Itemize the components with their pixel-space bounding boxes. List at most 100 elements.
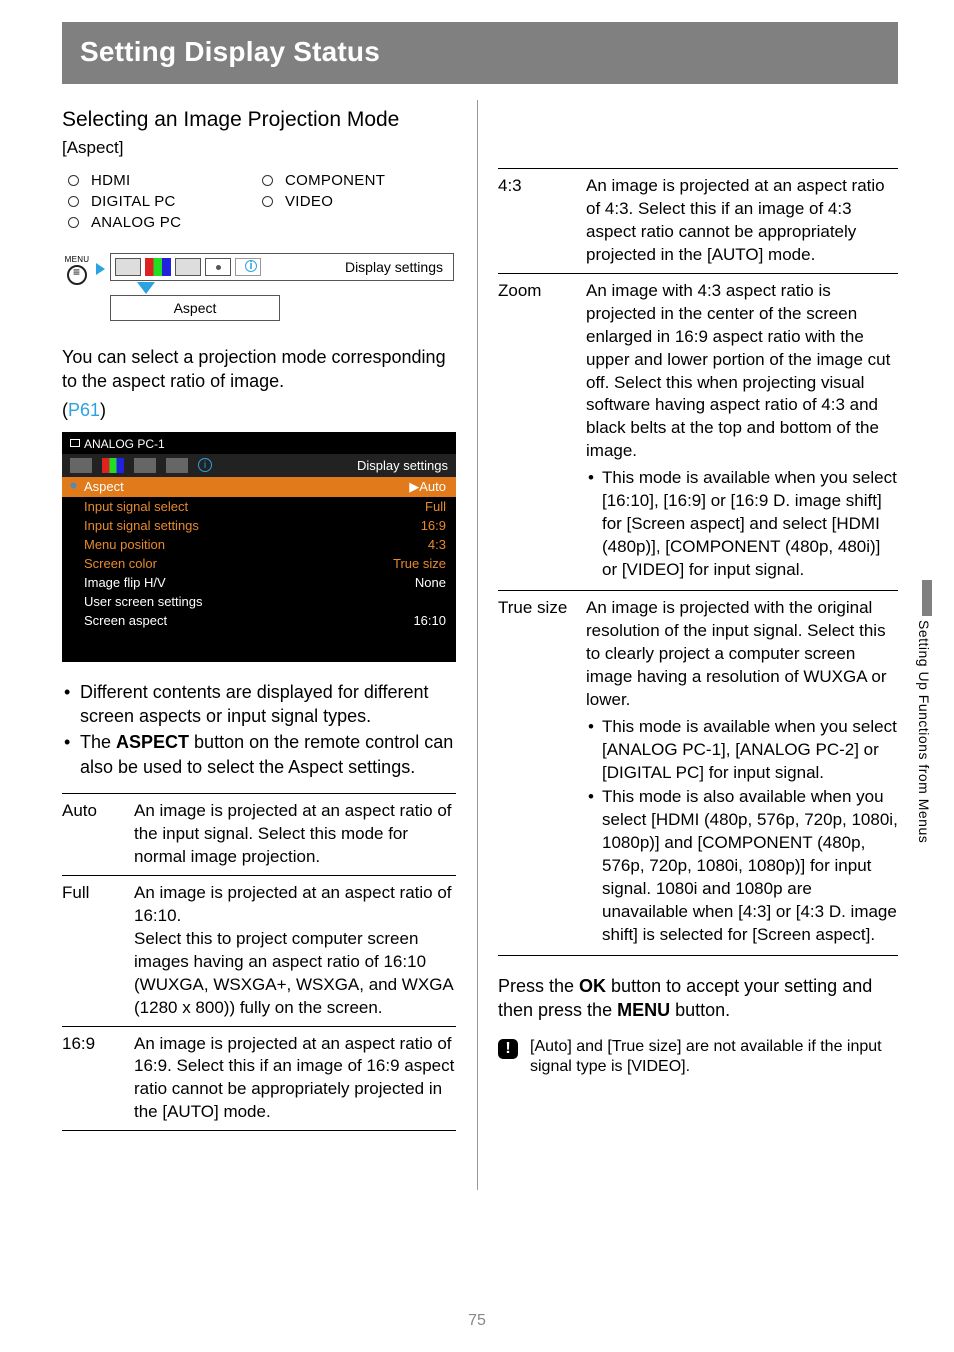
tab-icon bbox=[175, 258, 201, 276]
definition-text: An image is projected at an aspect ratio… bbox=[586, 175, 898, 267]
osd-row: Input signal select Full bbox=[62, 497, 456, 516]
radio-icon bbox=[68, 217, 79, 228]
osd-info-icon: i bbox=[198, 458, 212, 472]
osd-row-value: None bbox=[415, 575, 446, 590]
definition-row: 16:9An image is projected at an aspect r… bbox=[62, 1027, 456, 1132]
radio-label: VIDEO bbox=[285, 193, 333, 210]
definition-subitem: This mode is available when you select [… bbox=[586, 467, 898, 582]
radio-icon bbox=[262, 196, 273, 207]
definition-term: Full bbox=[62, 882, 134, 1020]
breadcrumb-bar: Display settings bbox=[110, 253, 454, 281]
radio-label: COMPONENT bbox=[285, 172, 385, 189]
page-header: Setting Display Status bbox=[62, 22, 898, 84]
note-item: The ASPECT button on the remote control … bbox=[62, 730, 456, 779]
definition-subitem: This mode is also available when you sel… bbox=[586, 786, 898, 947]
definition-text: An image with 4:3 aspect ratio is projec… bbox=[586, 280, 898, 584]
definition-row: 4:3An image is projected at an aspect ra… bbox=[498, 169, 898, 274]
osd-row: User screen settings bbox=[62, 592, 456, 611]
radio-icon bbox=[68, 196, 79, 207]
definition-subitem: This mode is available when you select [… bbox=[586, 716, 898, 785]
radio-video: VIDEO bbox=[262, 193, 452, 210]
paren-close: ) bbox=[100, 400, 106, 420]
note-item: Different contents are displayed for dif… bbox=[62, 680, 456, 729]
definition-term: Auto bbox=[62, 800, 134, 869]
definition-row: True sizeAn image is projected with the … bbox=[498, 591, 898, 956]
radio-hdmi: HDMI bbox=[68, 172, 258, 189]
intro-text: You can select a projection mode corresp… bbox=[62, 345, 456, 394]
menu-ring-icon bbox=[67, 265, 87, 285]
radio-component: COMPONENT bbox=[262, 172, 452, 189]
osd-screenshot: ANALOG PC-1 i Display settings Aspect ▶Au… bbox=[62, 432, 456, 662]
page-link[interactable]: P61 bbox=[68, 400, 100, 420]
press-ok-note: Press the OK button to accept your setti… bbox=[498, 974, 898, 1023]
intro-link-line: (P61) bbox=[62, 398, 456, 422]
osd-tab-icon bbox=[102, 458, 124, 473]
definition-term: 4:3 bbox=[498, 175, 586, 267]
osd-row-value: 16:10 bbox=[413, 613, 446, 628]
menu-button-icon: MENU bbox=[62, 255, 92, 285]
column-divider bbox=[477, 100, 478, 1190]
definition-row: ZoomAn image with 4:3 aspect ratio is pr… bbox=[498, 274, 898, 591]
osd-row: Screen aspect 16:10 bbox=[62, 611, 456, 630]
side-tab-bar bbox=[922, 580, 932, 616]
alert-note: ! [Auto] and [True size] are not availab… bbox=[498, 1037, 898, 1079]
arrow-down-icon bbox=[137, 282, 155, 294]
definition-row: FullAn image is projected at an aspect r… bbox=[62, 876, 456, 1027]
osd-row-value: ▶Auto bbox=[409, 479, 446, 495]
definition-row: AutoAn image is projected at an aspect r… bbox=[62, 794, 456, 876]
osd-row: Input signal settings 16:9 bbox=[62, 516, 456, 535]
radio-label: DIGITAL PC bbox=[91, 193, 176, 210]
section-bracket-label: [Aspect] bbox=[62, 138, 456, 158]
osd-section-label: Display settings bbox=[357, 458, 448, 473]
definition-term: True size bbox=[498, 597, 586, 949]
osd-row: Aspect ▶Auto bbox=[62, 477, 456, 497]
definition-text: An image is projected at an aspect ratio… bbox=[134, 882, 456, 1020]
osd-row-key: Image flip H/V bbox=[84, 575, 166, 590]
tab-info-icon bbox=[235, 258, 261, 276]
radio-label: HDMI bbox=[91, 172, 131, 189]
left-column: Selecting an Image Projection Mode [Aspe… bbox=[62, 108, 480, 1131]
page-number: 75 bbox=[0, 1312, 954, 1330]
osd-row-value: Full bbox=[425, 499, 446, 514]
osd-title: ANALOG PC-1 bbox=[62, 432, 456, 454]
osd-row-key: Menu position bbox=[84, 537, 165, 552]
osd-row-value: True size bbox=[393, 556, 446, 571]
section-subheading: Selecting an Image Projection Mode bbox=[62, 108, 456, 132]
osd-tab-icon bbox=[70, 458, 92, 473]
osd-row-key: Input signal select bbox=[84, 499, 188, 514]
breadcrumb-child: Aspect bbox=[110, 295, 280, 321]
definition-text: An image is projected at an aspect ratio… bbox=[134, 1033, 456, 1125]
notes-list: Different contents are displayed for dif… bbox=[62, 680, 456, 779]
osd-row: Image flip H/V None bbox=[62, 573, 456, 592]
osd-row-key: Screen color bbox=[84, 556, 157, 571]
side-tab-label: Setting Up Functions from Menus bbox=[916, 620, 932, 843]
definition-term: Zoom bbox=[498, 280, 586, 584]
aspect-definitions-left: AutoAn image is projected at an aspect r… bbox=[62, 793, 456, 1131]
tab-icon bbox=[205, 258, 231, 276]
osd-row: Menu position4:3 bbox=[62, 535, 456, 554]
definition-term: 16:9 bbox=[62, 1033, 134, 1125]
osd-row-key: User screen settings bbox=[84, 594, 203, 609]
breadcrumb-endcap: Display settings bbox=[345, 259, 449, 275]
osd-row-value: 16:9 bbox=[421, 518, 446, 533]
input-type-radio-group: HDMI COMPONENT DIGITAL PC VIDEO ANALOG P… bbox=[68, 172, 456, 231]
radio-digital-pc: DIGITAL PC bbox=[68, 193, 258, 210]
osd-tab-icon bbox=[134, 458, 156, 473]
osd-row-key: Aspect bbox=[84, 479, 124, 495]
side-tab: Setting Up Functions from Menus bbox=[908, 580, 932, 843]
arrow-right-icon bbox=[96, 263, 105, 275]
osd-row-key: Input signal settings bbox=[84, 518, 199, 533]
definition-text: An image is projected at an aspect ratio… bbox=[134, 800, 456, 869]
menu-button-label: MENU bbox=[62, 255, 92, 264]
alert-icon: ! bbox=[498, 1039, 518, 1059]
tab-image-icon bbox=[115, 258, 141, 276]
menu-nav-diagram: MENU Display settings Aspect bbox=[62, 249, 456, 327]
alert-text: [Auto] and [True size] are not available… bbox=[530, 1037, 898, 1079]
right-column: 4:3An image is projected at an aspect ra… bbox=[480, 108, 898, 1131]
radio-icon bbox=[262, 175, 273, 186]
osd-row-key: Screen aspect bbox=[84, 613, 167, 628]
osd-tabs: i Display settings bbox=[62, 454, 456, 477]
osd-spacer bbox=[62, 630, 456, 662]
osd-row: Screen color True size bbox=[62, 554, 456, 573]
definition-text: An image is projected with the original … bbox=[586, 597, 898, 949]
